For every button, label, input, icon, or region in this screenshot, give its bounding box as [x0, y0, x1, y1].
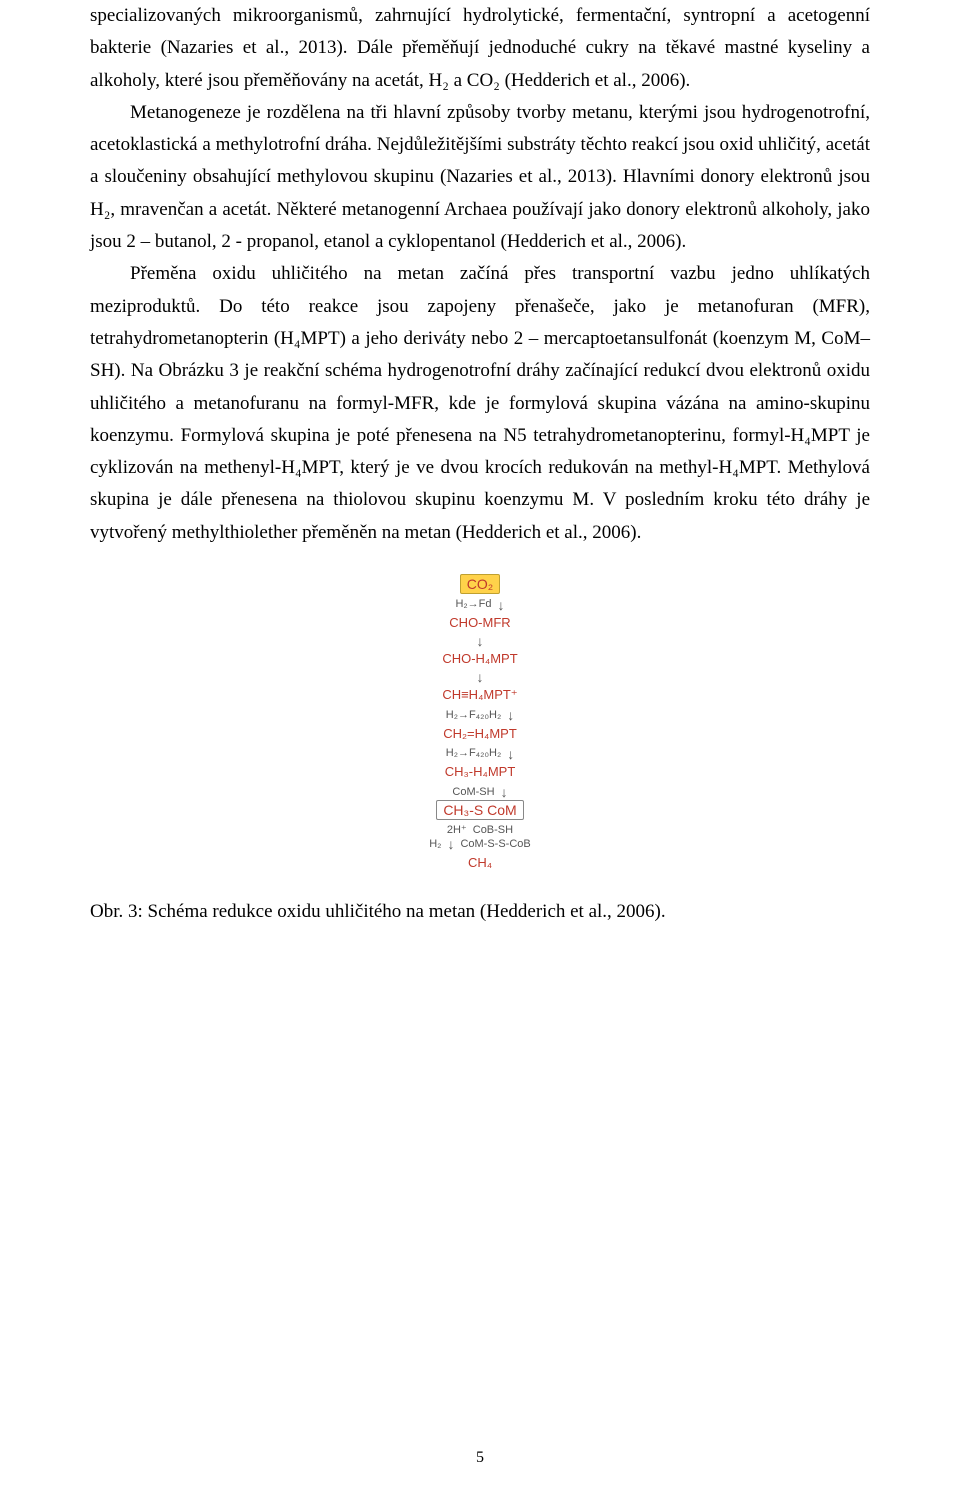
edge-2: ↓: [477, 634, 484, 648]
reactant-f420h2-b: H₂→F₄₂₀H₂: [446, 748, 501, 759]
edge-3: ↓: [477, 670, 484, 684]
reactant-h2-fd: H₂→Fd: [455, 599, 491, 610]
node-ch3-h4mpt: CH₃-H₄MPT: [445, 765, 516, 778]
edge-6: CoM-SH ↓: [452, 785, 507, 799]
node-co2: CO₂: [460, 574, 500, 594]
reactant-cob-sh: CoB-SH: [473, 825, 513, 836]
reactant-com-sh: CoM-SH: [452, 787, 494, 798]
body-text-block: specializovaných mikroorganismů, zahrnuj…: [90, 0, 870, 549]
figure-3-diagram: CO₂ H₂→Fd ↓ CHO-MFR ↓ CHO-H₄MPT ↓: [90, 573, 870, 873]
figure-3-caption: Obr. 3: Schéma redukce oxidu uhličitého …: [90, 901, 870, 923]
edge-7: 2H⁺ CoB-SH H₂ ↓ CoM-S-S-CoB: [429, 825, 531, 851]
page-number: 5: [0, 1449, 960, 1467]
node-cho-h4mpt: CHO-H₄MPT: [442, 652, 517, 665]
edge-5: H₂→F₄₂₀H₂ ↓: [446, 747, 514, 761]
paragraph-2: Metanogeneze je rozdělena na tři hlavní …: [90, 97, 870, 258]
node-ch2-h4mpt: CH₂=H₄MPT: [443, 727, 517, 740]
paragraph-1: specializovaných mikroorganismů, zahrnuj…: [90, 0, 870, 97]
edge-4: H₂→F₄₂₀H₂ ↓: [446, 708, 514, 722]
reactant-2h: 2H⁺: [447, 825, 467, 836]
paragraph-3: Přeměna oxidu uhličitého na metan začíná…: [90, 258, 870, 549]
reactant-h2: H₂: [429, 839, 441, 850]
node-ch3-scom: CH₃-S CoM: [436, 800, 523, 820]
node-ch-h4mpt: CH≡H₄MPT⁺: [442, 688, 517, 701]
node-cho-mfr: CHO-MFR: [449, 616, 510, 629]
edge-1: H₂→Fd ↓: [455, 598, 504, 612]
reactant-com-s-s-cob: CoM-S-S-CoB: [460, 839, 530, 850]
node-ch4: CH₄: [468, 856, 492, 869]
reactant-f420h2-a: H₂→F₄₂₀H₂: [446, 710, 501, 721]
